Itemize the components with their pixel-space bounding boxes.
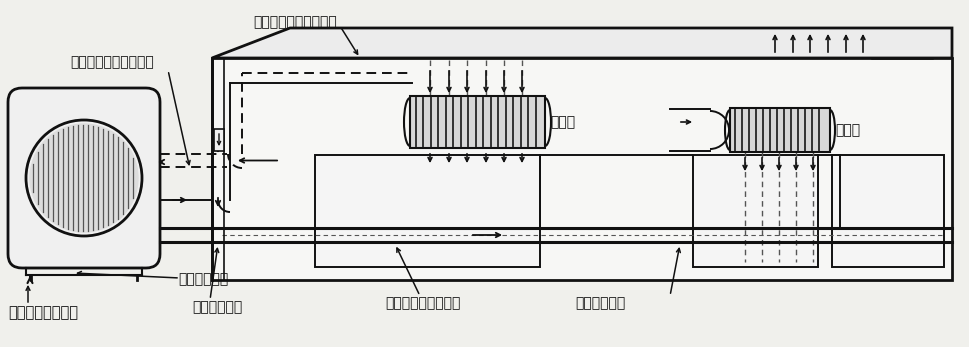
Bar <box>315 155 540 267</box>
Bar <box>693 155 818 267</box>
Bar <box>212 58 952 280</box>
Text: 一体可移动空调机: 一体可移动空调机 <box>8 305 78 320</box>
Text: 空调机出气口: 空调机出气口 <box>192 300 242 314</box>
Text: 帐篹内空气（内循环）: 帐篹内空气（内循环） <box>253 15 337 29</box>
FancyBboxPatch shape <box>8 88 160 268</box>
Text: 空气流动方向: 空气流动方向 <box>575 296 625 310</box>
Text: 调温后送入帐篹空气: 调温后送入帐篹空气 <box>385 296 460 310</box>
Polygon shape <box>212 28 952 58</box>
Text: 出风口: 出风口 <box>835 123 860 137</box>
Bar <box>730 108 830 152</box>
Bar <box>410 96 545 148</box>
Text: 空调机进气口: 空调机进气口 <box>178 272 229 286</box>
Text: 帐篹外空气（外循环）: 帐篹外空气（外循环） <box>70 55 154 69</box>
Bar <box>832 155 944 267</box>
Text: 进风口: 进风口 <box>550 115 576 129</box>
Circle shape <box>30 124 138 232</box>
Bar <box>214 129 224 151</box>
